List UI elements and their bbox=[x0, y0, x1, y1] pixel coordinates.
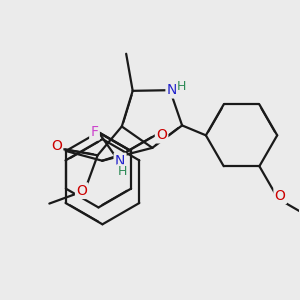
Text: H: H bbox=[177, 80, 187, 93]
Text: F: F bbox=[91, 125, 98, 139]
Text: O: O bbox=[76, 184, 87, 198]
Text: O: O bbox=[51, 139, 62, 153]
Text: O: O bbox=[275, 189, 286, 203]
Text: N: N bbox=[115, 154, 125, 168]
Text: O: O bbox=[156, 128, 167, 142]
Text: N: N bbox=[167, 83, 177, 97]
Text: H: H bbox=[117, 165, 127, 178]
